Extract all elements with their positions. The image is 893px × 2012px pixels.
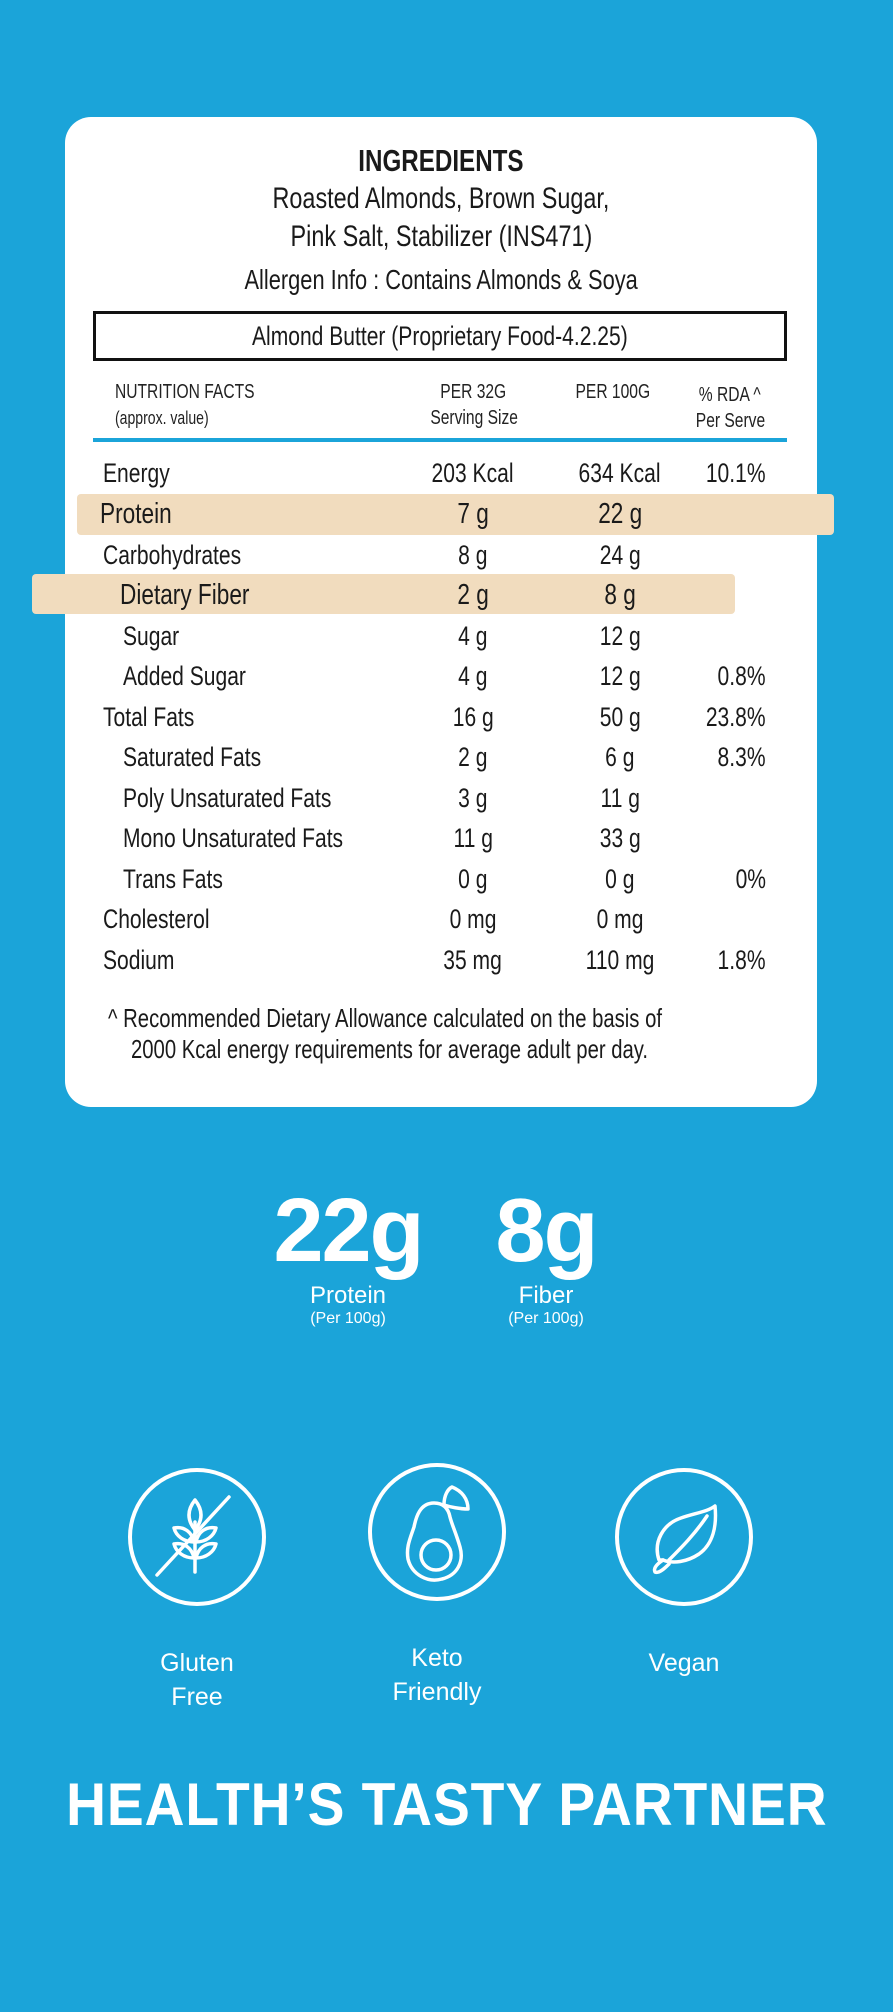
header-serving-size: Serving Size [430, 407, 518, 429]
product-category-box: Almond Butter (Proprietary Food-4.2.25) [93, 311, 787, 361]
ingredients-line-2: Pink Salt, Stabilizer (INS471) [290, 220, 592, 253]
footnote-line-2: 2000 Kcal energy requirements for averag… [131, 1034, 649, 1064]
protein-stat: 22g Protein (Per 100g) [268, 1186, 428, 1328]
badge-gluten-free-label: Gluten Free [160, 1649, 234, 1711]
table-row: Sodium 35 mg 110 mg 1.8% [103, 945, 766, 975]
avocado-icon [368, 1463, 506, 1601]
allergen-info: Allergen Info : Contains Almonds & Soya [244, 264, 638, 295]
leaf-icon [615, 1468, 753, 1606]
table-row: Trans Fats 0 g 0 g 0% [123, 864, 766, 894]
table-row: Carbohydrates 8 g 24 g [103, 540, 641, 570]
table-row: Saturated Fats 2 g 6 g 8.3% [123, 742, 766, 772]
badge-vegan: Vegan [615, 1468, 753, 1677]
header-per-serving: PER 32G [440, 381, 506, 403]
fiber-stat-value: 8g [495, 1181, 598, 1281]
table-row: Protein 7 g 22 g [100, 498, 643, 530]
header-per-100g: PER 100G [575, 381, 651, 403]
header-divider [93, 438, 787, 442]
table-row: Mono Unsaturated Fats 11 g 33 g [123, 823, 641, 853]
badge-keto-friendly-label: Keto Friendly [392, 1644, 482, 1706]
protein-stat-label: Protein [309, 1282, 387, 1309]
fiber-highlight-band [32, 574, 735, 614]
header-per-serve: Per Serve [695, 410, 765, 432]
table-row: Energy 203 Kcal 634 Kcal 10.1% [103, 458, 766, 488]
gluten-free-wheat-icon [128, 1468, 266, 1606]
table-row: Total Fats 16 g 50 g 23.8% [103, 702, 766, 732]
header-approx-value: (approx. value) [115, 408, 209, 428]
header-rda: % RDA ^ [699, 384, 761, 406]
fiber-stat-label: Fiber [518, 1282, 574, 1309]
ingredients-line-1: Roasted Almonds, Brown Sugar, [272, 182, 610, 215]
protein-stat-value: 22g [273, 1181, 424, 1281]
fiber-stat: 8g Fiber (Per 100g) [466, 1186, 626, 1328]
badge-gluten-free: Gluten Free [128, 1468, 266, 1711]
tagline: HEALTH’S TASTY PARTNER [65, 1771, 828, 1838]
fiber-stat-note: (Per 100g) [508, 1310, 584, 1327]
badge-vegan-label: Vegan [648, 1649, 720, 1677]
table-row: Cholesterol 0 mg 0 mg [103, 904, 644, 934]
table-row: Added Sugar 4 g 12 g 0.8% [123, 661, 766, 691]
table-row: Poly Unsaturated Fats 3 g 11 g [123, 783, 640, 813]
ingredients-title: INGREDIENTS [358, 143, 524, 178]
header-nutrition-facts: NUTRITION FACTS [115, 381, 255, 403]
protein-stat-note: (Per 100g) [310, 1310, 386, 1327]
footnote-line-1: ^ Recommended Dietary Allowance calculat… [108, 1003, 663, 1033]
table-row: Sugar 4 g 12 g [123, 621, 641, 651]
table-row: Dietary Fiber 2 g 8 g [120, 579, 636, 611]
protein-highlight-band [77, 494, 834, 535]
badge-keto-friendly: Keto Friendly [368, 1463, 506, 1706]
